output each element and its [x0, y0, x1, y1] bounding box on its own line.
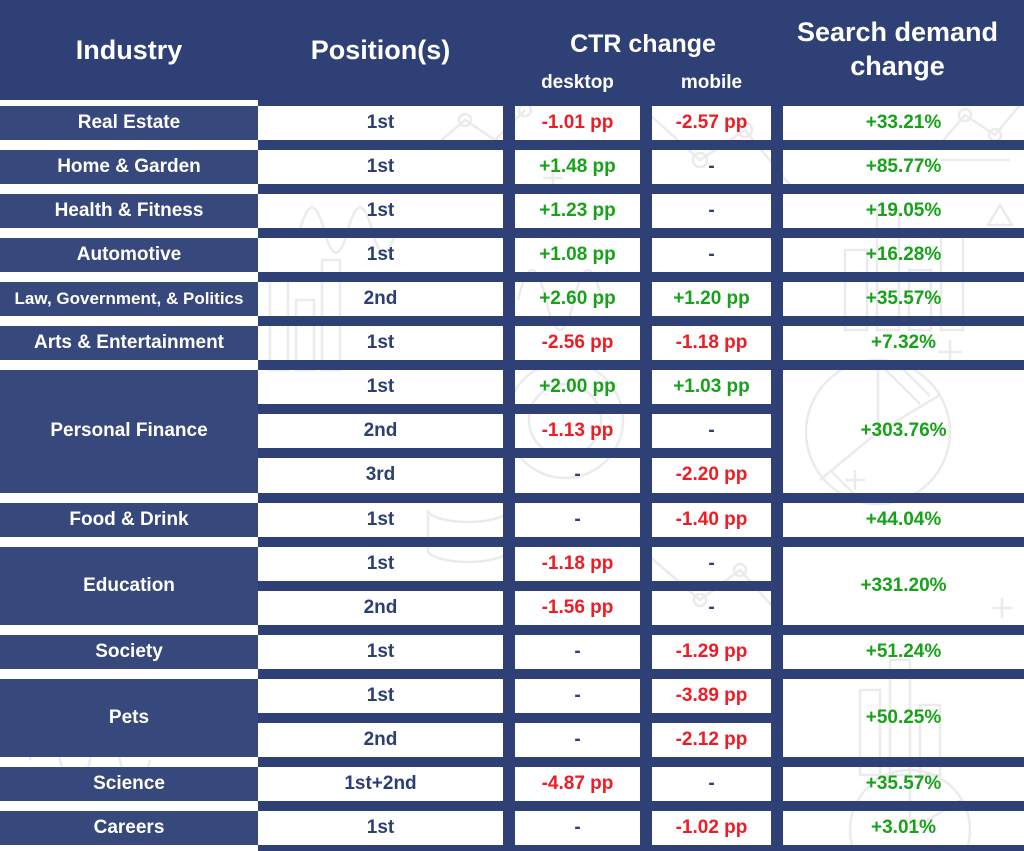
- ctr-desktop-cell: -1.13 pp: [515, 414, 640, 449]
- ctr-mobile-cell: -1.18 pp: [652, 326, 771, 361]
- ctr-mobile-cell: -2.20 pp: [652, 458, 771, 493]
- header-positions: Position(s): [310, 34, 451, 65]
- industry-cell: Arts & Entertainment: [0, 326, 258, 361]
- ctr-desktop-cell: -: [515, 458, 640, 493]
- position-cell: 1st: [258, 634, 503, 669]
- position-cell: 1st: [258, 370, 503, 405]
- ctr-desktop-cell: -: [515, 810, 640, 845]
- ctr-mobile-cell: -: [652, 238, 771, 273]
- search-demand-cell: +33.21%: [783, 106, 1024, 141]
- ctr-desktop-cell: -: [515, 634, 640, 669]
- industry-cell: Real Estate: [0, 106, 258, 141]
- ctr-desktop-cell: -1.18 pp: [515, 546, 640, 581]
- ctr-mobile-cell: -: [652, 766, 771, 801]
- position-cell: 2nd: [258, 282, 503, 317]
- industry-cell: Pets: [0, 678, 258, 757]
- ctr-mobile-cell: +1.20 pp: [652, 282, 771, 317]
- position-cell: 1st+2nd: [258, 766, 503, 801]
- position-cell: 1st: [258, 810, 503, 845]
- search-demand-cell: +35.57%: [783, 282, 1024, 317]
- ctr-mobile-cell: -3.89 pp: [652, 678, 771, 713]
- position-cell: 3rd: [258, 458, 503, 493]
- ctr-desktop-cell: +1.08 pp: [515, 238, 640, 273]
- industry-cell: Education: [0, 546, 258, 625]
- ctr-desktop-cell: -1.01 pp: [515, 106, 640, 141]
- ctr-desktop-cell: +1.23 pp: [515, 194, 640, 229]
- search-demand-cell: +50.25%: [783, 678, 1024, 757]
- ctr-mobile-cell: -: [652, 194, 771, 229]
- position-cell: 2nd: [258, 414, 503, 449]
- industry-cell: Society: [0, 634, 258, 669]
- position-cell: 1st: [258, 150, 503, 185]
- search-demand-cell: +16.28%: [783, 238, 1024, 273]
- industry-cell: Home & Garden: [0, 150, 258, 185]
- search-demand-cell: +35.57%: [783, 766, 1024, 801]
- search-demand-cell: +331.20%: [783, 546, 1024, 625]
- industry-cell: Personal Finance: [0, 370, 258, 493]
- header-desktop: desktop: [541, 72, 614, 93]
- industry-cell: Careers: [0, 810, 258, 845]
- ctr-desktop-cell: +2.60 pp: [515, 282, 640, 317]
- ctr-desktop-cell: -: [515, 722, 640, 757]
- ctr-desktop-cell: -2.56 pp: [515, 326, 640, 361]
- ctr-mobile-cell: -: [652, 590, 771, 625]
- search-demand-cell: +7.32%: [783, 326, 1024, 361]
- industry-cell: Food & Drink: [0, 502, 258, 537]
- ctr-mobile-cell: -: [652, 150, 771, 185]
- ctr-mobile-cell: -1.29 pp: [652, 634, 771, 669]
- position-cell: 1st: [258, 546, 503, 581]
- header-ctr-change: CTR change: [570, 30, 716, 58]
- header-mobile: mobile: [680, 72, 743, 93]
- ctr-mobile-cell: -: [652, 546, 771, 581]
- header-ctr-group: CTR change desktop mobile: [515, 0, 771, 100]
- table-header: Industry Position(s) CTR change desktop …: [0, 0, 1024, 100]
- industry-cell: Automotive: [0, 238, 258, 273]
- ctr-mobile-cell: -1.40 pp: [652, 502, 771, 537]
- position-cell: 1st: [258, 326, 503, 361]
- industry-cell: Science: [0, 766, 258, 801]
- search-demand-cell: +51.24%: [783, 634, 1024, 669]
- ctr-mobile-cell: -1.02 pp: [652, 810, 771, 845]
- position-cell: 2nd: [258, 590, 503, 625]
- industry-cell: Law, Government, & Politics: [0, 282, 258, 317]
- position-cell: 1st: [258, 194, 503, 229]
- ctr-desktop-cell: +2.00 pp: [515, 370, 640, 405]
- search-demand-cell: +85.77%: [783, 150, 1024, 185]
- ctr-desktop-cell: -4.87 pp: [515, 766, 640, 801]
- ctr-desktop-cell: -: [515, 502, 640, 537]
- ctr-mobile-cell: -2.12 pp: [652, 722, 771, 757]
- search-demand-cell: +3.01%: [783, 810, 1024, 845]
- position-cell: 1st: [258, 502, 503, 537]
- industry-cell: Health & Fitness: [0, 194, 258, 229]
- position-cell: 1st: [258, 238, 503, 273]
- ctr-mobile-cell: -: [652, 414, 771, 449]
- ctr-mobile-cell: +1.03 pp: [652, 370, 771, 405]
- ctr-mobile-cell: -2.57 pp: [652, 106, 771, 141]
- ctr-desktop-cell: -1.56 pp: [515, 590, 640, 625]
- table-body: Real Estate Home & Garden Health & Fitne…: [0, 100, 1024, 845]
- position-cell: 1st: [258, 106, 503, 141]
- ctr-desktop-cell: -: [515, 678, 640, 713]
- ctr-desktop-cell: +1.48 pp: [515, 150, 640, 185]
- header-search-demand: Search demand change: [796, 17, 999, 81]
- search-demand-cell: +19.05%: [783, 194, 1024, 229]
- position-cell: 2nd: [258, 722, 503, 757]
- search-demand-cell: +303.76%: [783, 370, 1024, 493]
- header-industry: Industry: [75, 34, 183, 65]
- search-demand-cell: +44.04%: [783, 502, 1024, 537]
- position-cell: 1st: [258, 678, 503, 713]
